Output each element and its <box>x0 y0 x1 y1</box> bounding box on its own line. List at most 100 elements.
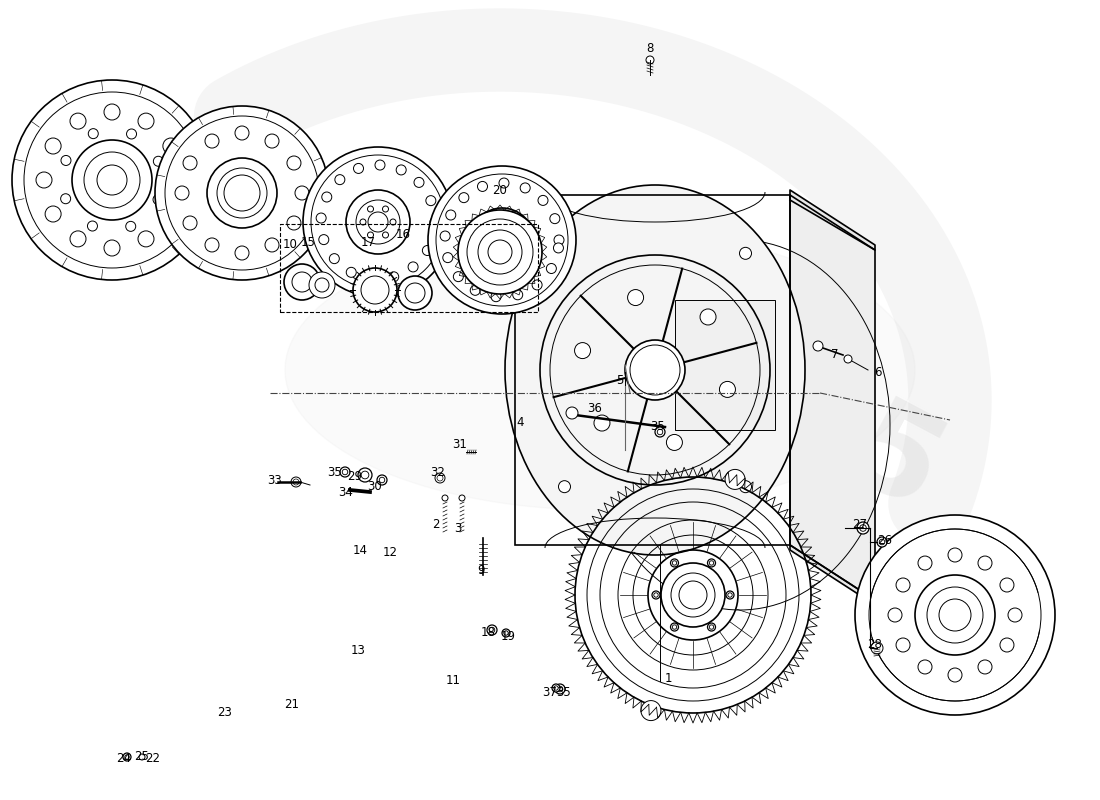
Circle shape <box>414 178 424 187</box>
Circle shape <box>309 272 336 298</box>
Circle shape <box>707 623 715 631</box>
Circle shape <box>125 222 135 231</box>
Circle shape <box>520 183 530 193</box>
Circle shape <box>217 168 267 218</box>
Circle shape <box>316 213 326 223</box>
Circle shape <box>871 642 883 654</box>
Circle shape <box>383 232 388 238</box>
Circle shape <box>547 263 557 274</box>
Text: 32: 32 <box>430 466 446 479</box>
Circle shape <box>652 591 660 599</box>
Circle shape <box>138 231 154 247</box>
Circle shape <box>422 246 432 255</box>
Circle shape <box>653 593 658 597</box>
Text: 1: 1 <box>664 671 672 685</box>
Circle shape <box>574 342 591 358</box>
Text: 35: 35 <box>328 466 342 479</box>
Circle shape <box>487 625 497 635</box>
Circle shape <box>353 268 397 312</box>
Circle shape <box>628 290 643 306</box>
Circle shape <box>446 210 455 220</box>
Circle shape <box>104 104 120 120</box>
Text: since 1985: since 1985 <box>519 258 842 462</box>
Text: 1985: 1985 <box>598 270 962 540</box>
Text: 8: 8 <box>647 42 653 54</box>
Circle shape <box>207 158 277 228</box>
Circle shape <box>45 138 62 154</box>
Circle shape <box>566 407 578 419</box>
Circle shape <box>625 340 685 400</box>
Circle shape <box>672 625 676 630</box>
Circle shape <box>654 427 666 437</box>
Circle shape <box>319 234 329 245</box>
Circle shape <box>813 341 823 351</box>
Text: 35: 35 <box>650 419 666 433</box>
Text: 18: 18 <box>481 626 495 639</box>
Circle shape <box>205 238 219 252</box>
Circle shape <box>672 561 676 565</box>
Circle shape <box>437 475 443 481</box>
Circle shape <box>398 276 432 310</box>
Circle shape <box>700 309 716 325</box>
Circle shape <box>70 113 86 129</box>
Text: 19: 19 <box>500 630 516 643</box>
Text: 15: 15 <box>300 235 316 249</box>
Text: 36: 36 <box>587 402 603 414</box>
Circle shape <box>315 278 329 292</box>
Text: 10: 10 <box>283 238 297 250</box>
Text: 37: 37 <box>542 686 558 698</box>
Circle shape <box>293 479 299 485</box>
Circle shape <box>442 495 448 501</box>
Circle shape <box>927 587 983 643</box>
Circle shape <box>72 140 152 220</box>
Circle shape <box>12 80 212 280</box>
Bar <box>280 224 538 312</box>
Circle shape <box>163 206 179 222</box>
Circle shape <box>470 208 534 272</box>
Circle shape <box>70 231 86 247</box>
Circle shape <box>948 548 962 562</box>
Circle shape <box>440 231 450 241</box>
Circle shape <box>459 495 465 501</box>
Circle shape <box>552 684 560 692</box>
Circle shape <box>978 660 992 674</box>
Circle shape <box>388 272 398 282</box>
Text: 24: 24 <box>117 751 132 765</box>
Circle shape <box>292 272 312 292</box>
Circle shape <box>719 382 736 398</box>
Text: 29: 29 <box>348 470 363 482</box>
Circle shape <box>342 470 348 474</box>
Circle shape <box>480 218 524 262</box>
Text: 17: 17 <box>361 235 375 249</box>
Circle shape <box>287 156 301 170</box>
Text: 31: 31 <box>452 438 468 450</box>
Circle shape <box>368 212 388 232</box>
Circle shape <box>844 355 852 363</box>
Circle shape <box>138 113 154 129</box>
Circle shape <box>443 253 453 262</box>
Circle shape <box>334 174 345 185</box>
Circle shape <box>499 178 509 188</box>
Text: 3: 3 <box>454 522 462 534</box>
Circle shape <box>60 155 72 166</box>
Circle shape <box>205 134 219 148</box>
Circle shape <box>860 525 867 531</box>
Circle shape <box>896 638 910 652</box>
Circle shape <box>45 206 62 222</box>
Circle shape <box>322 192 332 202</box>
Circle shape <box>60 194 70 204</box>
Circle shape <box>877 537 887 547</box>
Circle shape <box>532 280 542 290</box>
Circle shape <box>353 163 363 174</box>
Circle shape <box>84 152 140 208</box>
Circle shape <box>375 160 385 170</box>
Circle shape <box>553 243 563 253</box>
Circle shape <box>88 221 98 231</box>
Circle shape <box>679 581 707 609</box>
Circle shape <box>978 556 992 570</box>
Polygon shape <box>790 190 874 250</box>
Bar <box>675 300 776 430</box>
Bar <box>515 195 790 545</box>
Circle shape <box>1008 608 1022 622</box>
Polygon shape <box>790 195 874 600</box>
